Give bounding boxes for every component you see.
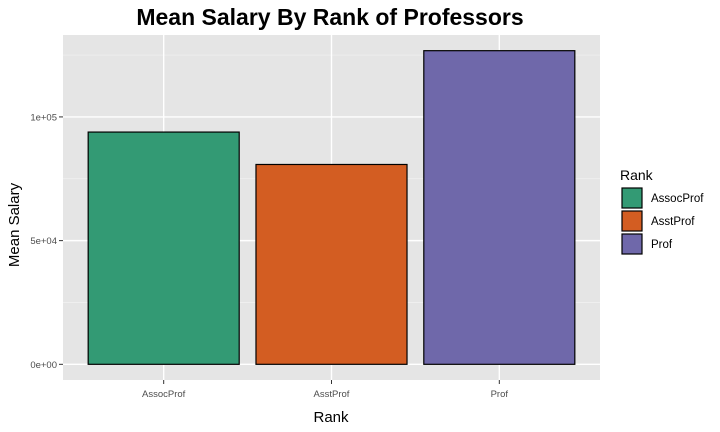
legend-key-asstprof bbox=[621, 210, 643, 232]
y-axis: 0e+00 5e+04 1e+05 bbox=[30, 112, 63, 371]
legend-key-assocprof bbox=[621, 187, 643, 209]
x-axis: AssocProf AsstProf Prof bbox=[142, 380, 508, 400]
chart-title: Mean Salary By Rank of Professors bbox=[136, 4, 523, 30]
legend-title: Rank bbox=[620, 167, 654, 183]
bar-asstprof bbox=[255, 163, 408, 365]
legend-key-prof bbox=[621, 233, 643, 255]
legend-label: Prof bbox=[651, 239, 673, 251]
x-tick-label: AsstProf bbox=[314, 389, 350, 400]
legend-label: AsstProf bbox=[651, 216, 695, 228]
y-tick-label: 5e+04 bbox=[30, 236, 57, 247]
bar-assocprof bbox=[87, 131, 240, 365]
y-tick-label: 1e+05 bbox=[30, 112, 57, 123]
x-tick-label: Prof bbox=[491, 389, 509, 400]
y-axis-title: Mean Salary bbox=[6, 182, 23, 267]
legend: Rank AssocProf AsstProf Prof bbox=[620, 167, 704, 255]
x-axis-title: Rank bbox=[313, 409, 349, 426]
bars bbox=[87, 50, 576, 365]
y-tick-label: 0e+00 bbox=[30, 360, 57, 371]
legend-label: AssocProf bbox=[651, 193, 704, 205]
bar-prof bbox=[423, 50, 576, 365]
x-tick-label: AssocProf bbox=[142, 389, 186, 400]
